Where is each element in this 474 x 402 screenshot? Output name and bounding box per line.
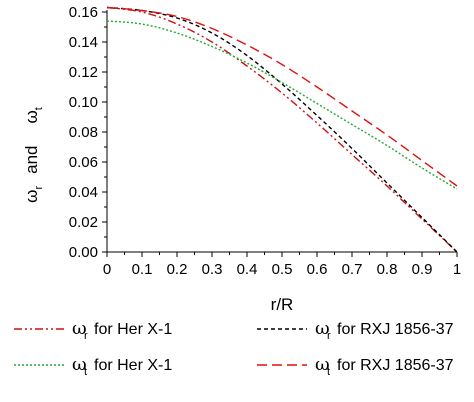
y-label-sub-r: r [33, 186, 45, 190]
legend-label: for RXJ 1856-37 [337, 357, 454, 374]
plot-axes: 0.00 0.02 0.04 0.06 0.08 0.10 0.12 0.14 0.16 0 0.1… [69, 4, 461, 278]
x-tick-label: 0.6 [307, 261, 328, 278]
x-tick-label: 0.9 [412, 261, 433, 278]
x-tick-label: 0.8 [377, 261, 398, 278]
x-axis-label: r/R [271, 295, 294, 314]
y-label-omega-t: ω [22, 110, 41, 123]
x-tick-label: 0.2 [167, 261, 188, 278]
x-tick-label: 0.4 [237, 261, 258, 278]
y-label-and: and [22, 146, 41, 174]
y-tick-label: 0.16 [69, 4, 98, 21]
x-tick-label: 0.1 [132, 261, 153, 278]
y-tick-label: 0.12 [69, 64, 98, 81]
y-tick-label: 0.14 [69, 34, 98, 51]
legend-item-4: ωt for RXJ 1856-37 [257, 354, 454, 378]
legend-subscript: t [84, 366, 87, 378]
legend-omega-symbol: ω [315, 354, 330, 375]
legend-item-1: ωr for Her X-1 [14, 318, 172, 342]
legend-omega-symbol: ω [72, 354, 87, 375]
y-label-omega-r: ω [22, 190, 41, 203]
x-tick-label: 0.3 [202, 261, 223, 278]
y-tick-label: 0.02 [69, 214, 98, 231]
legend-subscript: r [327, 330, 331, 342]
svg-text:ωrandωt: ωrandωt [22, 107, 45, 203]
y-tick-label: 0.06 [69, 154, 98, 171]
series-line-2 [106, 6, 458, 253]
legend-subscript: t [327, 366, 330, 378]
x-tick-label: 1 [453, 261, 461, 278]
y-tick-label: 0.10 [69, 94, 98, 111]
y-axis-label: ωrandωt [22, 107, 45, 203]
legend-item-2: ωr for RXJ 1856-37 [257, 318, 454, 342]
legend-label: for Her X-1 [94, 321, 172, 338]
series-line-3 [106, 20, 458, 190]
legend-omega-symbol: ω [72, 318, 87, 339]
series-layer [106, 6, 458, 253]
y-tick-label: 0.04 [69, 184, 98, 201]
y-tick-label: 0.00 [69, 244, 98, 261]
legend-label: for Her X-1 [94, 357, 172, 374]
x-tick-label: 0.7 [342, 261, 363, 278]
series-line-4 [106, 6, 458, 187]
series-line-1 [106, 6, 458, 253]
legend-label: for RXJ 1856-37 [337, 321, 454, 338]
x-tick-label: 0.5 [272, 261, 293, 278]
legend-omega-symbol: ω [315, 318, 330, 339]
x-tick-label: 0 [103, 261, 111, 278]
legend-item-3: ωt for Her X-1 [14, 354, 172, 378]
y-tick-label: 0.08 [69, 124, 98, 141]
y-label-sub-t: t [33, 107, 45, 110]
legend-subscript: r [84, 330, 88, 342]
